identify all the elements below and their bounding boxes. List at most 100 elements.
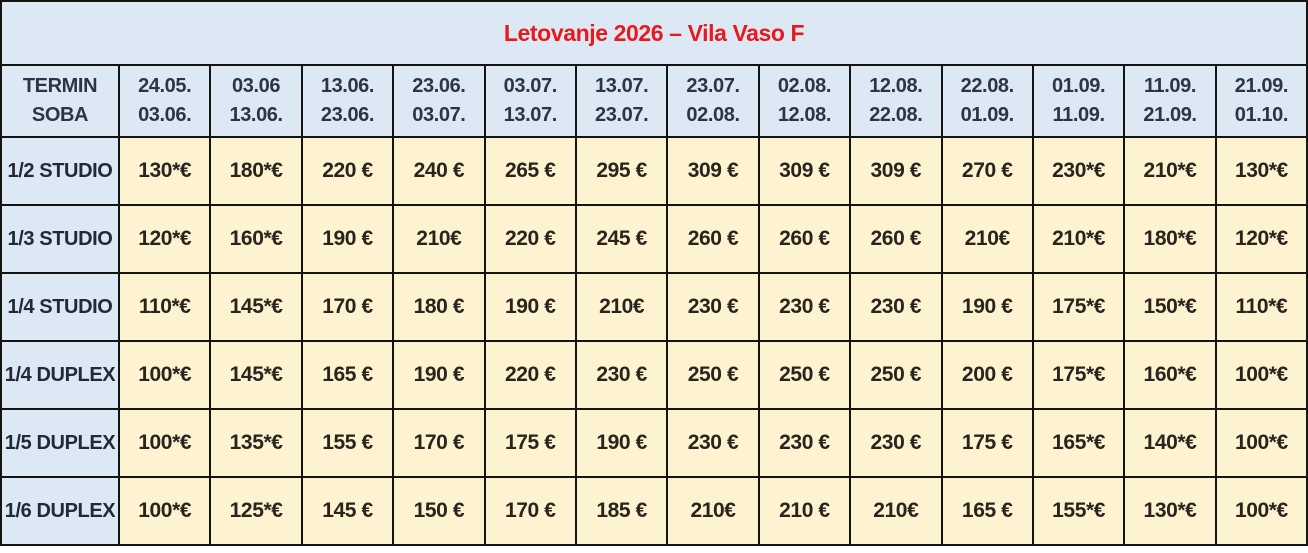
date-to: 13.07. [503, 104, 558, 126]
table-row: 1/3 STUDIO 120*€ 160*€ 190 €210€ 220 €245 €2… [0, 204, 1308, 274]
price-cell: 185 € [574, 476, 669, 546]
corner-header-line1: TERMIN [22, 75, 98, 97]
price-cell: 170 € [392, 408, 486, 478]
date-range-header: 02.08. 12.08. [757, 64, 852, 138]
price-cell: 270 € [940, 136, 1034, 206]
date-from: 23.06. [412, 75, 466, 97]
date-from: 22.08. [960, 75, 1015, 97]
room-type-label: 1/5 DUPLEX [0, 408, 120, 478]
price-cell: 260 € [757, 204, 852, 274]
date-range-header: 23.07. 02.08. [666, 64, 760, 138]
price-cell: 309 € [666, 136, 760, 206]
date-to: 02.08. [686, 104, 740, 126]
price-cell: 125*€ [209, 476, 303, 546]
date-range-header: 13.06. 23.06. [300, 64, 395, 138]
price-cell: 180 € [392, 272, 486, 342]
date-from: 24.05. [138, 75, 192, 97]
corner-header-termin-soba: TERMIN SOBA [0, 64, 120, 138]
date-range-header: 03.07. 13.07. [483, 64, 577, 138]
price-cell: 210€ [392, 204, 486, 274]
date-from: 21.09. [1234, 75, 1289, 97]
price-cell: 170 € [483, 476, 577, 546]
room-type-label: 1/2 STUDIO [0, 136, 120, 206]
price-cell: 150 € [392, 476, 486, 546]
price-cell: 175 € [483, 408, 577, 478]
price-cell: 220 € [483, 204, 577, 274]
price-cell: 120*€ [117, 204, 212, 274]
price-cell: 220 € [483, 340, 577, 410]
price-cell: 230 € [849, 272, 943, 342]
price-cell: 100*€ [1214, 340, 1308, 410]
price-cell: 230 € [666, 272, 760, 342]
price-cell: 180*€ [1123, 204, 1217, 274]
date-to: 21.09. [1143, 104, 1197, 126]
price-cell: 155 € [300, 408, 395, 478]
header-row: TERMIN SOBA 24.05. 03.06. 03.06 13.06. 13.06… [0, 64, 1308, 138]
price-cell: 110*€ [1214, 272, 1308, 342]
corner-header-line2: SOBA [31, 104, 89, 126]
price-cell: 220 € [300, 136, 395, 206]
price-cell: 260 € [666, 204, 760, 274]
price-cell: 190 € [574, 408, 669, 478]
price-cell: 100*€ [1214, 408, 1308, 478]
price-cell: 155*€ [1031, 476, 1126, 546]
date-range-header: 01.09. 11.09. [1031, 64, 1126, 138]
date-to: 23.06. [320, 104, 375, 126]
price-cell: 245 € [574, 204, 669, 274]
date-range-header: 21.09. 01.10. [1214, 64, 1308, 138]
room-type-label: 1/6 DUPLEX [0, 476, 120, 546]
price-cell: 145*€ [209, 272, 303, 342]
price-cell: 160*€ [209, 204, 303, 274]
price-cell: 130*€ [1123, 476, 1217, 546]
price-cell: 230*€ [1031, 136, 1126, 206]
price-cell: 120*€ [1214, 204, 1308, 274]
price-cell: 230 € [849, 408, 943, 478]
date-to: 12.08. [777, 104, 832, 126]
price-cell: 180*€ [209, 136, 303, 206]
price-cell: 210€ [666, 476, 760, 546]
price-cell: 165 € [940, 476, 1034, 546]
price-cell: 230 € [757, 408, 852, 478]
date-range-header: 13.07. 23.07. [574, 64, 669, 138]
price-cell: 145*€ [209, 340, 303, 410]
date-range-header: 23.06. 03.07. [392, 64, 486, 138]
date-to: 22.08. [869, 104, 923, 126]
table-row: 1/6 DUPLEX 100*€ 125*€ 145 €150 €170 €185 €… [0, 476, 1308, 546]
price-cell: 130*€ [1214, 136, 1308, 206]
price-cell: 100*€ [117, 408, 212, 478]
price-cell: 250 € [666, 340, 760, 410]
price-cell: 135*€ [209, 408, 303, 478]
price-cell: 100*€ [117, 340, 212, 410]
date-range-header: 24.05. 03.06. [117, 64, 212, 138]
date-to: 03.06. [138, 104, 192, 126]
price-cell: 210*€ [1031, 204, 1126, 274]
price-cell: 175*€ [1031, 272, 1126, 342]
table-row: 1/4 DUPLEX 100*€ 145*€ 165 €190 €220 €230 €… [0, 340, 1308, 410]
date-from: 03.06 [232, 75, 281, 97]
price-cell: 265 € [483, 136, 577, 206]
price-cell: 165 € [300, 340, 395, 410]
price-cell: 145 € [300, 476, 395, 546]
date-to: 23.07. [595, 104, 649, 126]
date-from: 23.07. [686, 75, 740, 97]
price-cell: 110*€ [117, 272, 212, 342]
price-cell: 240 € [392, 136, 486, 206]
price-cell: 200 € [940, 340, 1034, 410]
date-range-header: 22.08. 01.09. [940, 64, 1034, 138]
price-cell: 210*€ [1123, 136, 1217, 206]
price-cell: 190 € [940, 272, 1034, 342]
date-range-header: 11.09. 21.09. [1123, 64, 1217, 138]
date-from: 13.07. [595, 75, 649, 97]
price-cell: 210€ [940, 204, 1034, 274]
price-cell: 175 € [940, 408, 1034, 478]
price-cell: 260 € [849, 204, 943, 274]
price-cell: 190 € [483, 272, 577, 342]
date-from: 01.09. [1051, 75, 1106, 97]
date-from: 11.09. [1143, 75, 1197, 97]
price-cell: 140*€ [1123, 408, 1217, 478]
price-cell: 175*€ [1031, 340, 1126, 410]
date-to: 13.06. [229, 104, 283, 126]
price-cell: 100*€ [1214, 476, 1308, 546]
